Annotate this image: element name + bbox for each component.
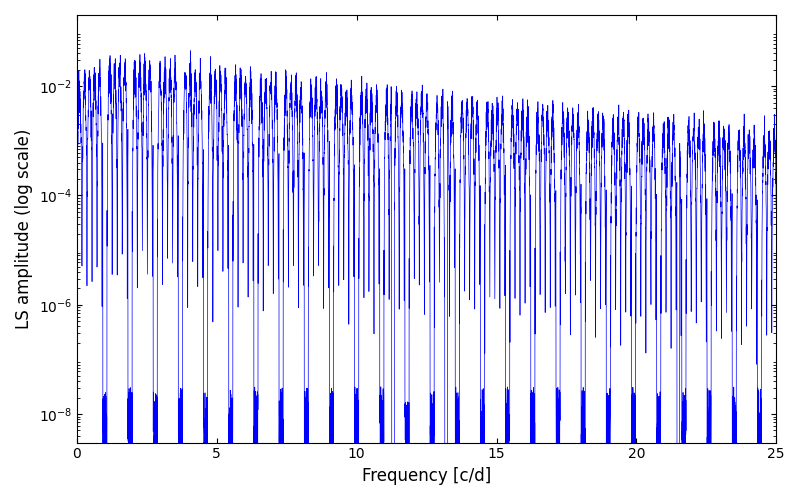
X-axis label: Frequency [c/d]: Frequency [c/d] — [362, 467, 491, 485]
Y-axis label: LS amplitude (log scale): LS amplitude (log scale) — [15, 128, 33, 329]
